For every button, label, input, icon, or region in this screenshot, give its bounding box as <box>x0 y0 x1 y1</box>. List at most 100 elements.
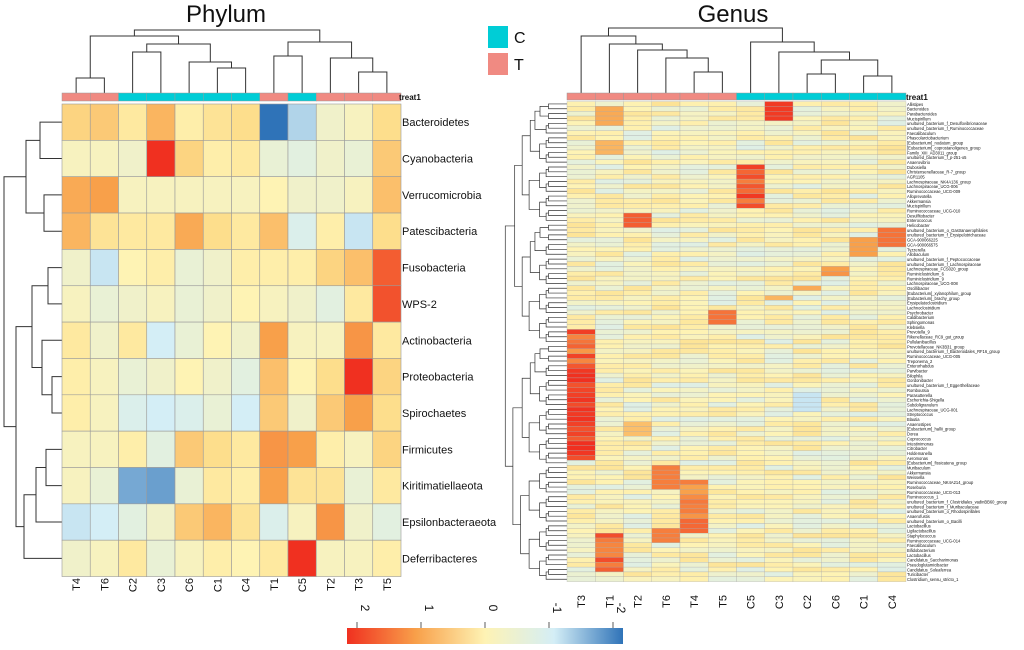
phylum-cell <box>372 212 402 250</box>
genus-cell <box>595 523 624 529</box>
genus-cell <box>821 106 850 112</box>
genus-cell <box>623 353 652 359</box>
genus-cell <box>566 275 596 282</box>
genus-cell <box>679 503 709 510</box>
dendrogram-branch <box>35 467 62 523</box>
genus-cell <box>792 261 822 267</box>
genus-cell <box>792 431 822 437</box>
genus-cell <box>708 358 737 364</box>
genus-cell <box>821 217 850 223</box>
genus-cell <box>764 377 794 383</box>
colorbar-gradient <box>347 628 623 644</box>
genus-cell <box>877 392 907 398</box>
dendrogram-branch <box>89 35 180 78</box>
phylum-cell <box>202 212 232 250</box>
genus-cell <box>566 484 596 490</box>
genus-cell <box>877 368 907 374</box>
genus-cell <box>821 397 850 403</box>
genus-cell <box>595 440 624 446</box>
genus-cell <box>708 106 737 112</box>
genus-cell <box>849 411 878 417</box>
genus-cell <box>877 300 907 306</box>
genus-cell <box>877 552 907 558</box>
phylum-cell <box>259 249 289 287</box>
phylum-cell <box>372 321 402 359</box>
genus-cell <box>566 178 596 185</box>
genus-cell <box>877 474 907 480</box>
genus-cell <box>764 465 794 471</box>
genus-cell <box>736 140 765 146</box>
genus-cell <box>877 212 907 219</box>
genus-cell <box>736 368 765 374</box>
genus-cell <box>623 208 652 214</box>
genus-cell <box>877 338 907 345</box>
genus-cell <box>651 130 681 136</box>
genus-cell <box>764 431 794 437</box>
genus-cell <box>595 358 624 364</box>
genus-cell <box>679 183 709 189</box>
genus-cell <box>679 460 709 466</box>
genus-cell <box>849 120 878 126</box>
genus-cell <box>623 149 652 155</box>
genus-cell <box>679 494 709 500</box>
genus-cell <box>679 149 709 155</box>
genus-cell <box>877 479 907 485</box>
genus-cell <box>764 178 794 185</box>
genus-column-label: T5 <box>717 595 729 608</box>
phylum-column-label: C6 <box>184 578 196 592</box>
dendrogram-branch <box>548 380 567 386</box>
genus-cell <box>764 334 794 340</box>
genus-cell <box>764 227 794 233</box>
genus-cell <box>595 557 624 563</box>
genus-cell <box>821 246 850 252</box>
genus-cell <box>566 392 596 398</box>
dendrogram-branch <box>528 480 540 511</box>
phylum-cell <box>174 140 204 178</box>
genus-cell <box>877 421 907 427</box>
genus-cell <box>849 309 878 316</box>
genus-cell <box>679 387 709 393</box>
genus-cell <box>679 256 709 262</box>
genus-row-label: Akkermansia <box>907 199 931 204</box>
genus-cell <box>849 402 878 408</box>
genus-cell <box>877 440 907 446</box>
genus-cell <box>708 402 737 408</box>
genus-cell <box>877 343 907 349</box>
genus-cell <box>736 203 765 209</box>
phylum-cell <box>118 430 148 468</box>
genus-cell <box>623 111 652 117</box>
genus-cell <box>708 232 737 238</box>
genus-cell <box>708 314 737 320</box>
genus-cell <box>708 227 737 233</box>
genus-row-label: Holdemanella <box>907 451 933 456</box>
phylum-cell <box>118 212 148 250</box>
genus-cell <box>623 562 652 568</box>
genus-cell <box>821 174 850 180</box>
genus-row-label: Blautia <box>907 417 920 422</box>
genus-column-label: T1 <box>604 595 616 608</box>
phylum-cell <box>231 140 261 178</box>
genus-cell <box>849 290 878 296</box>
genus-cell <box>736 557 765 563</box>
genus-cell <box>566 343 596 349</box>
genus-cell <box>708 208 737 214</box>
genus-cell <box>566 387 596 393</box>
genus-cell <box>764 489 794 495</box>
genus-cell <box>849 382 878 388</box>
genus-cell <box>595 484 624 490</box>
genus-cell <box>764 309 794 316</box>
genus-cell <box>651 251 681 257</box>
genus-cell <box>821 402 850 408</box>
genus-cell <box>877 445 907 451</box>
genus-cell <box>566 440 596 446</box>
genus-cell <box>623 469 652 476</box>
genus-cell <box>877 387 907 393</box>
genus-cell <box>764 494 794 500</box>
genus-cell <box>708 377 737 383</box>
phylum-cell <box>372 358 402 396</box>
genus-cell <box>651 368 681 374</box>
genus-cell <box>764 416 794 422</box>
genus-row-label: Candidatus_Saccharimonas <box>907 558 958 563</box>
genus-cell <box>679 290 709 296</box>
genus-cell <box>736 222 765 228</box>
